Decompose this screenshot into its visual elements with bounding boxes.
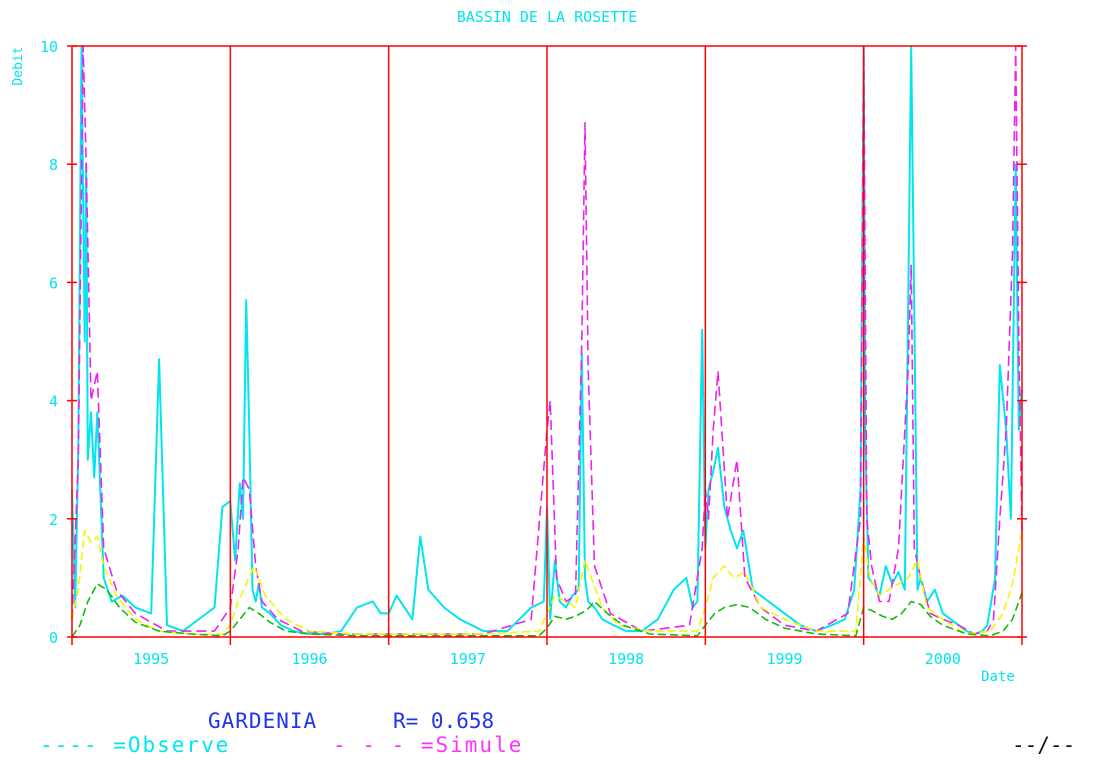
- chart-title: BASSIN DE LA ROSETTE: [457, 8, 638, 26]
- axes: 0 2 4 6 8 10 1995 1996 1997 1998 1999 2000: [40, 38, 1027, 668]
- y-tick-label: 4: [49, 393, 58, 411]
- date-stamp: --/--: [1012, 733, 1076, 757]
- correlation-value: R= 0.658: [393, 709, 495, 733]
- plot-area: [71, 45, 1023, 638]
- y-tick-label: 10: [40, 38, 58, 56]
- x-axis-label: Date: [981, 669, 1015, 685]
- legend-observe: ---- =Observe: [40, 733, 231, 757]
- chart: BASSIN DE LA ROSETTE Debit Date 0 2 4 6 8 10 1…: [11, 8, 1027, 685]
- x-tick-label: 1996: [291, 650, 327, 668]
- y-tick-label: 8: [49, 156, 58, 174]
- x-tick-label: 2000: [925, 650, 961, 668]
- series-line-curve-2: [71, 529, 1023, 635]
- x-tick-label: 1998: [608, 650, 644, 668]
- y-tick-label: 0: [49, 629, 58, 647]
- legend-simule: - - - =Simule: [333, 733, 524, 757]
- y-tick-label: 6: [49, 274, 58, 292]
- x-tick-label: 1997: [450, 650, 486, 668]
- model-name: GARDENIA: [208, 709, 318, 733]
- x-tick-label: 1999: [766, 650, 802, 668]
- series-line-curve-3: [71, 582, 1023, 638]
- x-tick-label: 1995: [133, 650, 169, 668]
- y-tick-label: 2: [49, 511, 58, 529]
- y-axis-label: Debit: [11, 46, 26, 85]
